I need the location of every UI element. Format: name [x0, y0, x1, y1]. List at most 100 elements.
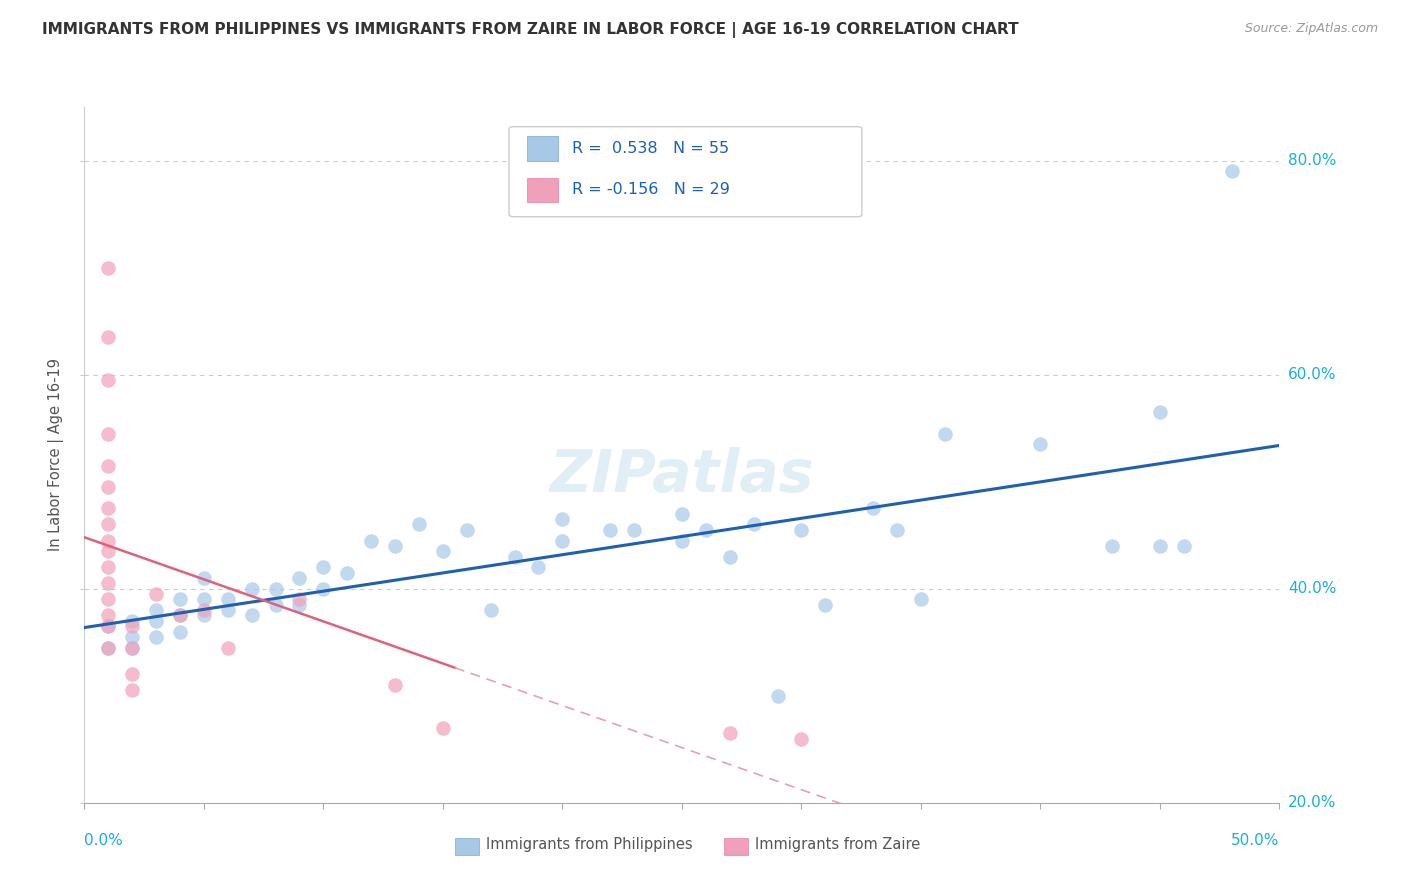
- Point: [623, 523, 645, 537]
- Point: [288, 592, 311, 607]
- Point: [169, 592, 191, 607]
- Point: [97, 576, 120, 591]
- Point: [97, 533, 120, 548]
- Point: [695, 523, 717, 537]
- Point: [766, 689, 789, 703]
- Point: [97, 260, 120, 275]
- Point: [671, 507, 693, 521]
- Text: Source: ZipAtlas.com: Source: ZipAtlas.com: [1244, 22, 1378, 36]
- Point: [718, 726, 741, 740]
- Point: [217, 603, 239, 617]
- Point: [599, 523, 621, 537]
- Point: [121, 614, 143, 628]
- Point: [527, 560, 550, 574]
- Point: [193, 603, 215, 617]
- Point: [671, 533, 693, 548]
- Point: [432, 721, 454, 735]
- Point: [121, 640, 143, 655]
- Point: [790, 731, 813, 746]
- Point: [1173, 539, 1195, 553]
- Point: [97, 480, 120, 494]
- Point: [264, 598, 287, 612]
- Text: 40.0%: 40.0%: [1288, 582, 1336, 596]
- Point: [910, 592, 932, 607]
- Point: [97, 330, 120, 344]
- Point: [264, 582, 287, 596]
- Point: [217, 640, 239, 655]
- Point: [240, 582, 263, 596]
- Point: [288, 598, 311, 612]
- Point: [145, 614, 167, 628]
- Point: [312, 560, 335, 574]
- Point: [121, 619, 143, 633]
- Point: [169, 608, 191, 623]
- Point: [145, 603, 167, 617]
- Point: [121, 667, 143, 681]
- Point: [97, 544, 120, 558]
- Text: IMMIGRANTS FROM PHILIPPINES VS IMMIGRANTS FROM ZAIRE IN LABOR FORCE | AGE 16-19 : IMMIGRANTS FROM PHILIPPINES VS IMMIGRANT…: [42, 22, 1019, 38]
- Point: [1101, 539, 1123, 553]
- Point: [97, 608, 120, 623]
- Point: [97, 458, 120, 473]
- Text: R = -0.156   N = 29: R = -0.156 N = 29: [572, 183, 730, 197]
- Point: [718, 549, 741, 564]
- Point: [193, 608, 215, 623]
- Point: [97, 619, 120, 633]
- Text: 20.0%: 20.0%: [1288, 796, 1336, 810]
- Point: [384, 539, 406, 553]
- Point: [288, 571, 311, 585]
- Point: [1220, 164, 1243, 178]
- Point: [121, 640, 143, 655]
- Point: [456, 523, 478, 537]
- Point: [193, 592, 215, 607]
- Point: [886, 523, 908, 537]
- Point: [384, 678, 406, 692]
- Point: [97, 592, 120, 607]
- Text: 0.0%: 0.0%: [84, 833, 124, 848]
- Point: [814, 598, 837, 612]
- Point: [503, 549, 526, 564]
- Point: [145, 587, 167, 601]
- Point: [742, 517, 765, 532]
- Text: Immigrants from Philippines: Immigrants from Philippines: [486, 837, 693, 852]
- Text: 60.0%: 60.0%: [1288, 368, 1336, 382]
- Point: [551, 533, 574, 548]
- Point: [169, 608, 191, 623]
- Point: [193, 571, 215, 585]
- Text: 80.0%: 80.0%: [1288, 153, 1336, 168]
- Point: [312, 582, 335, 596]
- Point: [97, 560, 120, 574]
- Point: [1149, 539, 1171, 553]
- Point: [408, 517, 430, 532]
- Point: [1029, 437, 1052, 451]
- Text: ZIPatlas: ZIPatlas: [550, 447, 814, 504]
- Text: Immigrants from Zaire: Immigrants from Zaire: [755, 837, 920, 852]
- Point: [360, 533, 382, 548]
- Point: [479, 603, 502, 617]
- Point: [121, 630, 143, 644]
- Y-axis label: In Labor Force | Age 16-19: In Labor Force | Age 16-19: [48, 359, 65, 551]
- Point: [240, 608, 263, 623]
- Text: R =  0.538   N = 55: R = 0.538 N = 55: [572, 142, 730, 156]
- Point: [97, 640, 120, 655]
- Point: [336, 566, 359, 580]
- Point: [169, 624, 191, 639]
- Point: [551, 512, 574, 526]
- Point: [97, 426, 120, 441]
- Point: [790, 523, 813, 537]
- Point: [217, 592, 239, 607]
- FancyBboxPatch shape: [724, 838, 748, 855]
- Point: [97, 501, 120, 516]
- Point: [862, 501, 884, 516]
- Point: [934, 426, 956, 441]
- Point: [121, 683, 143, 698]
- Point: [145, 630, 167, 644]
- Point: [1149, 405, 1171, 419]
- Point: [97, 619, 120, 633]
- Point: [97, 517, 120, 532]
- FancyBboxPatch shape: [456, 838, 479, 855]
- Point: [97, 640, 120, 655]
- Text: 50.0%: 50.0%: [1232, 833, 1279, 848]
- Point: [432, 544, 454, 558]
- Point: [97, 373, 120, 387]
